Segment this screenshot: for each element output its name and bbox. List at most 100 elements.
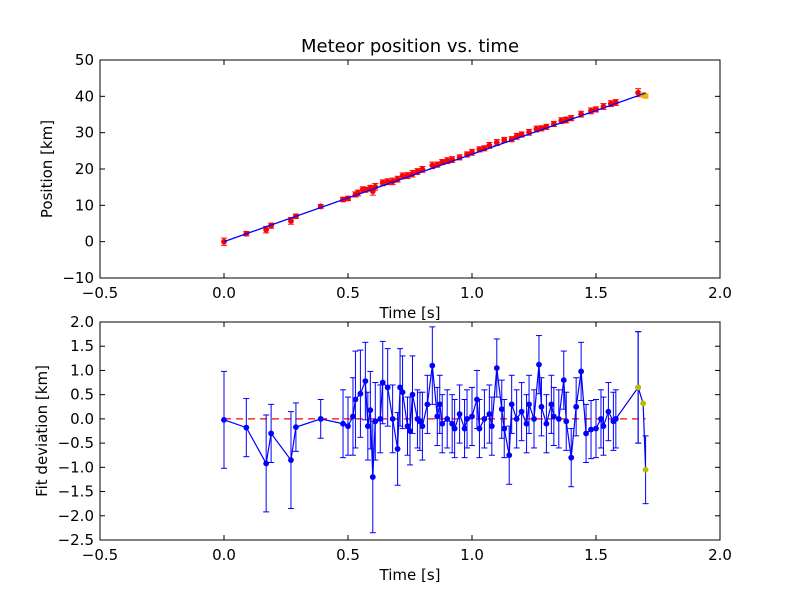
deviation-y-tick-label: −1.0 bbox=[58, 458, 94, 476]
position-y-tick-label: 20 bbox=[75, 160, 94, 178]
deviation-data-point bbox=[389, 415, 396, 422]
deviation-data-point bbox=[364, 423, 371, 430]
deviation-data-point bbox=[404, 423, 411, 430]
position-data-point bbox=[493, 139, 500, 146]
deviation-data-point bbox=[563, 418, 570, 425]
position-x-tick-label: 2.0 bbox=[708, 284, 732, 302]
deviation-data-point bbox=[573, 403, 580, 410]
deviation-data-point bbox=[384, 384, 391, 391]
position-x-tick-label: 1.0 bbox=[460, 284, 484, 302]
deviation-data-point bbox=[317, 415, 324, 422]
deviation-marks bbox=[221, 326, 649, 534]
deviation-data-point bbox=[550, 413, 557, 420]
deviation-data-point bbox=[476, 425, 483, 432]
position-marks bbox=[221, 88, 649, 246]
deviation-data-point bbox=[598, 415, 604, 422]
position-plot-area bbox=[99, 59, 721, 279]
deviation-data-point bbox=[538, 403, 545, 410]
deviation-data-point bbox=[548, 401, 555, 408]
position-y-tick-label: 50 bbox=[75, 51, 94, 69]
position-x-tick-label: −0.5 bbox=[82, 284, 118, 302]
deviation-x-tick-label: 0.5 bbox=[336, 546, 360, 564]
deviation-data-point bbox=[399, 389, 406, 396]
deviation-data-point bbox=[397, 384, 403, 391]
deviation-x-tick-label: 1.0 bbox=[460, 546, 484, 564]
deviation-data-point bbox=[642, 466, 649, 473]
deviation-y-tick-label: 2.0 bbox=[70, 313, 94, 331]
position-y-tick-label: −10 bbox=[62, 269, 94, 287]
deviation-data-point bbox=[513, 415, 520, 422]
deviation-data-point bbox=[340, 420, 346, 427]
position-x-axis-label: Time [s] bbox=[379, 304, 441, 322]
deviation-data-point bbox=[456, 411, 463, 417]
position-x-tick-label: 0.0 bbox=[212, 284, 236, 302]
deviation-data-point bbox=[531, 415, 537, 422]
position-y-tick-label: 30 bbox=[75, 124, 94, 142]
deviation-data-point bbox=[508, 401, 515, 408]
deviation-data-point bbox=[350, 413, 356, 420]
deviation-y-tick-label: −1.5 bbox=[58, 483, 94, 501]
deviation-data-point bbox=[474, 396, 480, 403]
deviation-data-point bbox=[288, 457, 294, 463]
deviation-data-point bbox=[612, 415, 619, 422]
deviation-data-point bbox=[555, 415, 562, 422]
deviation-data-point bbox=[605, 408, 612, 415]
position-chart: −0.5 0.0 0.5 1.0 1.5 2.0 −10 0 10 20 30 40 50 Meteor… bbox=[38, 36, 732, 322]
deviation-data-point bbox=[526, 401, 532, 408]
deviation-data-point bbox=[268, 430, 275, 437]
deviation-data-point bbox=[568, 454, 575, 461]
deviation-y-tick-label: −0.5 bbox=[58, 434, 94, 452]
deviation-data-point bbox=[372, 418, 379, 425]
deviation-x-tick-label: 0.0 bbox=[212, 546, 236, 564]
deviation-data-point bbox=[493, 365, 500, 371]
deviation-x-tick-label: 1.5 bbox=[584, 546, 608, 564]
deviation-data-point bbox=[221, 416, 227, 423]
position-y-axis-label: Position [km] bbox=[38, 120, 56, 218]
deviation-data-point bbox=[394, 446, 401, 452]
deviation-data-point bbox=[357, 390, 364, 397]
deviation-data-point bbox=[536, 361, 542, 368]
deviation-y-tick-label: −2.0 bbox=[58, 507, 94, 525]
deviation-data-point bbox=[498, 406, 505, 413]
deviation-data-point bbox=[417, 418, 423, 425]
deviation-data-point bbox=[409, 391, 416, 398]
deviation-data-point bbox=[369, 474, 376, 480]
deviation-x-tick-label: −0.5 bbox=[82, 546, 118, 564]
deviation-y-axis-label: Fit deviation [km] bbox=[33, 365, 51, 497]
deviation-data-point bbox=[588, 426, 594, 433]
deviation-data-point bbox=[377, 415, 384, 422]
deviation-data-point bbox=[635, 384, 642, 391]
deviation-data-point bbox=[424, 401, 431, 408]
deviation-data-point bbox=[449, 420, 456, 427]
deviation-chart: −0.5 0.0 0.5 1.0 1.5 2.0 −2.5 −2.0 −1.5 −1.0 −0.5 0… bbox=[33, 313, 732, 584]
deviation-data-point bbox=[434, 413, 441, 420]
deviation-data-point bbox=[436, 401, 443, 408]
deviation-data-point bbox=[543, 420, 550, 427]
deviation-data-point bbox=[600, 423, 607, 430]
deviation-data-point bbox=[451, 425, 458, 432]
position-y-tick-label: 0 bbox=[84, 233, 94, 251]
deviation-data-point bbox=[293, 424, 299, 431]
position-data-point bbox=[635, 89, 642, 96]
deviation-data-point bbox=[407, 428, 413, 434]
deviation-data-point bbox=[419, 423, 426, 430]
deviation-data-point bbox=[429, 362, 436, 369]
deviation-data-point bbox=[578, 368, 585, 375]
deviation-data-point bbox=[501, 425, 508, 432]
deviation-data-point bbox=[486, 411, 493, 417]
deviation-y-tick-label: 0.0 bbox=[70, 410, 94, 428]
position-y-tick-label: 10 bbox=[75, 196, 94, 214]
deviation-data-point bbox=[481, 415, 488, 422]
deviation-data-point bbox=[560, 377, 567, 384]
deviation-data-point bbox=[583, 430, 589, 437]
deviation-data-point bbox=[640, 400, 647, 407]
deviation-data-point bbox=[263, 460, 270, 467]
position-x-tick-label: 0.5 bbox=[336, 284, 360, 302]
deviation-data-point bbox=[506, 452, 513, 459]
deviation-data-point bbox=[379, 379, 386, 386]
deviation-data-point bbox=[461, 425, 468, 432]
deviation-data-point bbox=[439, 420, 446, 427]
deviation-data-point bbox=[367, 407, 374, 414]
deviation-data-point bbox=[488, 423, 495, 430]
